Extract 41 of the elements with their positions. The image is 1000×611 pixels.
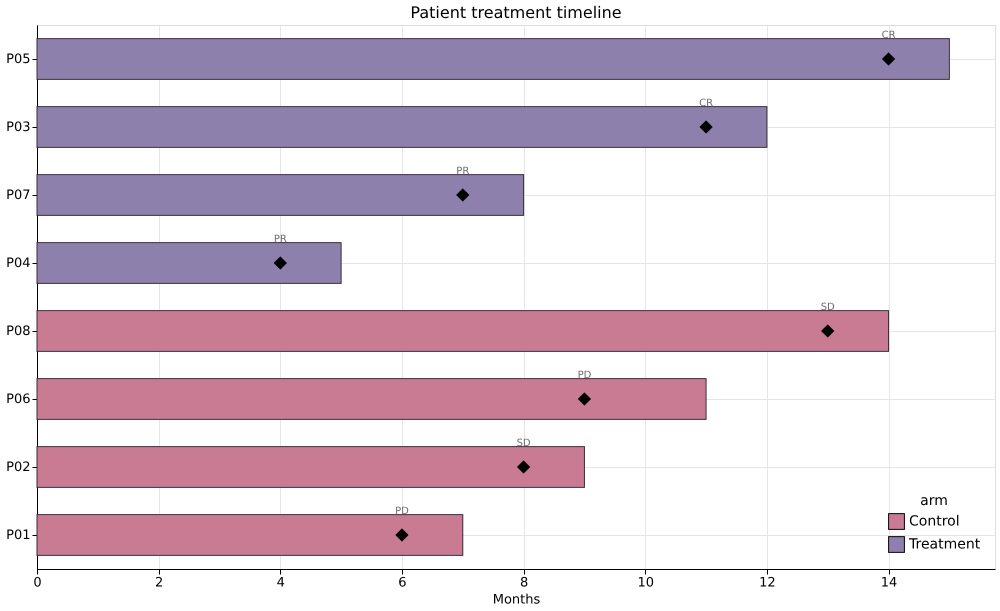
x-axis-title: Months <box>492 592 540 608</box>
bar <box>36 310 890 352</box>
point <box>578 392 591 406</box>
point <box>396 528 408 542</box>
point <box>456 188 470 202</box>
x-tick-label: 2 <box>155 576 164 590</box>
chart-title: Patient treatment timeline <box>410 3 622 22</box>
bar <box>36 378 707 420</box>
data-label: PR <box>274 234 287 245</box>
point <box>882 52 895 66</box>
y-tick-label: P08 <box>6 324 30 339</box>
bar <box>36 446 585 488</box>
bar <box>36 38 950 80</box>
data-label: PD <box>578 370 592 381</box>
x-tick-label: 6 <box>398 576 407 590</box>
legend-label: Control <box>909 514 960 530</box>
bar <box>36 242 342 284</box>
data-label: PR <box>456 166 470 177</box>
y-tick-label: P01 <box>6 528 30 543</box>
point <box>274 256 287 270</box>
bar <box>36 106 768 148</box>
point <box>821 324 834 338</box>
y-tick-label: P07 <box>6 188 30 203</box>
legend-label: Treatment <box>908 536 981 552</box>
x-tick-label: 4 <box>276 576 285 590</box>
x-tick-label: 8 <box>520 576 528 590</box>
y-tick-label: P06 <box>6 392 30 407</box>
y-tick-label: P04 <box>6 256 30 271</box>
y-tick-label: P02 <box>6 460 30 475</box>
bar <box>36 174 524 216</box>
x-tick-label: 14 <box>880 576 898 590</box>
x-tick-label: 10 <box>637 576 654 590</box>
x-tick-label: 12 <box>759 576 776 590</box>
bar <box>36 514 464 556</box>
point <box>517 460 530 474</box>
y-tick-label: P03 <box>6 120 30 135</box>
point <box>700 120 712 134</box>
legend-title: arm <box>920 493 948 509</box>
x-tick-label: 0 <box>33 576 42 590</box>
data-label: PD <box>395 506 410 517</box>
y-tick-label: P05 <box>6 52 30 67</box>
